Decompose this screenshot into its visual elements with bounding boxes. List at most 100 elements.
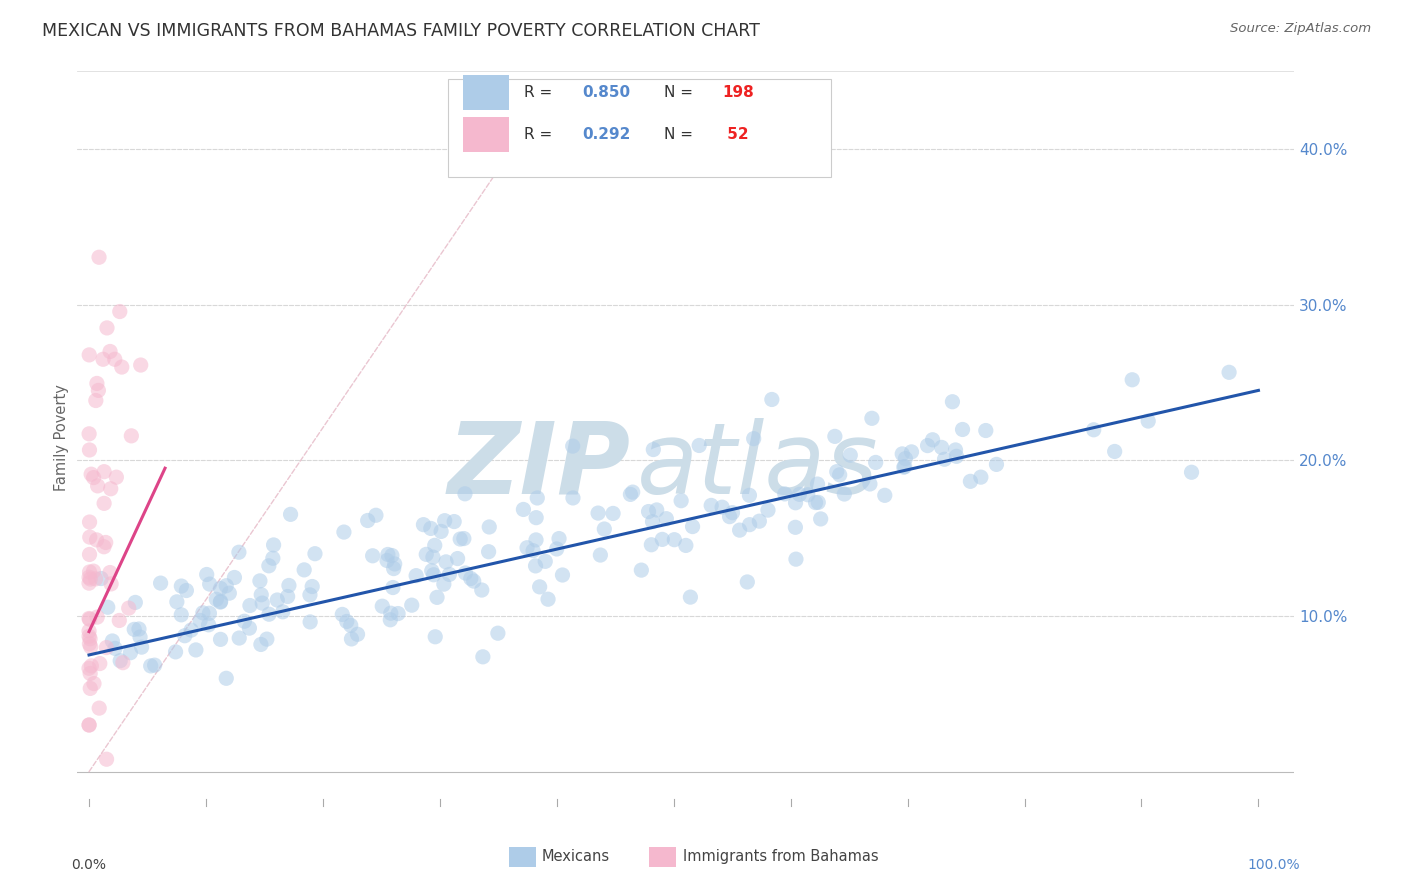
Point	[711, 500, 734, 515]
Point	[87, 384, 110, 398]
Point	[91, 352, 114, 367]
Point	[257, 558, 280, 573]
Point	[340, 632, 363, 646]
Point	[131, 640, 153, 654]
Point	[87, 250, 110, 264]
Point	[478, 544, 501, 558]
Point	[463, 574, 485, 588]
Point	[1137, 414, 1160, 428]
Point	[640, 538, 662, 552]
Point	[449, 532, 471, 546]
Point	[718, 509, 741, 524]
Point	[405, 568, 427, 582]
Point	[165, 645, 187, 659]
Point	[128, 622, 150, 636]
Point	[346, 627, 368, 641]
Point	[86, 533, 108, 547]
Point	[80, 467, 103, 482]
Point	[931, 441, 953, 455]
Point	[364, 508, 387, 523]
Point	[80, 640, 103, 654]
Point	[333, 524, 356, 539]
Point	[529, 580, 551, 594]
Point	[974, 424, 997, 438]
Point	[534, 554, 557, 568]
Point	[828, 467, 851, 482]
Point	[1180, 465, 1202, 479]
Point	[98, 566, 121, 580]
Point	[96, 321, 118, 335]
Point	[834, 487, 856, 501]
Point	[621, 485, 644, 500]
Point	[789, 487, 811, 501]
Point	[86, 610, 108, 624]
Point	[256, 632, 278, 647]
Point	[430, 524, 453, 539]
Point	[537, 592, 560, 607]
Point	[382, 561, 405, 575]
Point	[859, 477, 882, 491]
Point	[630, 563, 652, 577]
Point	[79, 666, 101, 681]
Point	[77, 718, 100, 732]
Point	[453, 532, 475, 546]
Point	[602, 507, 624, 521]
Point	[94, 535, 117, 549]
Point	[257, 607, 280, 622]
Point	[89, 701, 111, 715]
Point	[586, 506, 609, 520]
Point	[728, 523, 751, 537]
Point	[742, 432, 765, 446]
Point	[93, 540, 115, 554]
Point	[197, 617, 219, 632]
Point	[380, 606, 402, 620]
Point	[228, 631, 250, 645]
Y-axis label: Family Poverty: Family Poverty	[53, 384, 69, 491]
Point	[637, 504, 659, 518]
Point	[422, 550, 444, 565]
Point	[934, 452, 956, 467]
Point	[191, 606, 214, 620]
Point	[84, 393, 107, 408]
Point	[139, 659, 162, 673]
Point	[79, 565, 101, 579]
Point	[439, 567, 461, 582]
Point	[756, 503, 779, 517]
Point	[945, 450, 967, 464]
Point	[873, 488, 896, 502]
Point	[120, 429, 142, 443]
Point	[433, 577, 456, 591]
Point	[375, 553, 398, 567]
Point	[401, 598, 423, 612]
Point	[239, 599, 262, 613]
Point	[737, 574, 759, 589]
Point	[100, 577, 122, 591]
Point	[77, 629, 100, 643]
Point	[149, 576, 172, 591]
Point	[266, 593, 288, 607]
Point	[454, 566, 477, 580]
Point	[301, 580, 323, 594]
Point	[810, 512, 832, 526]
Point	[262, 551, 284, 566]
Point	[111, 656, 134, 670]
Point	[143, 658, 166, 673]
Point	[1104, 444, 1126, 458]
Point	[215, 671, 238, 685]
Point	[423, 538, 446, 552]
Point	[89, 657, 111, 671]
Point	[304, 547, 326, 561]
Point	[593, 522, 616, 536]
Point	[238, 621, 260, 635]
Point	[280, 508, 302, 522]
Point	[339, 618, 361, 632]
Point	[129, 630, 152, 644]
Point	[209, 594, 232, 608]
Point	[641, 515, 664, 529]
Point	[79, 612, 101, 626]
Point	[209, 632, 232, 647]
Point	[688, 438, 710, 452]
Point	[524, 510, 547, 524]
Point	[330, 607, 353, 622]
Point	[945, 442, 967, 457]
